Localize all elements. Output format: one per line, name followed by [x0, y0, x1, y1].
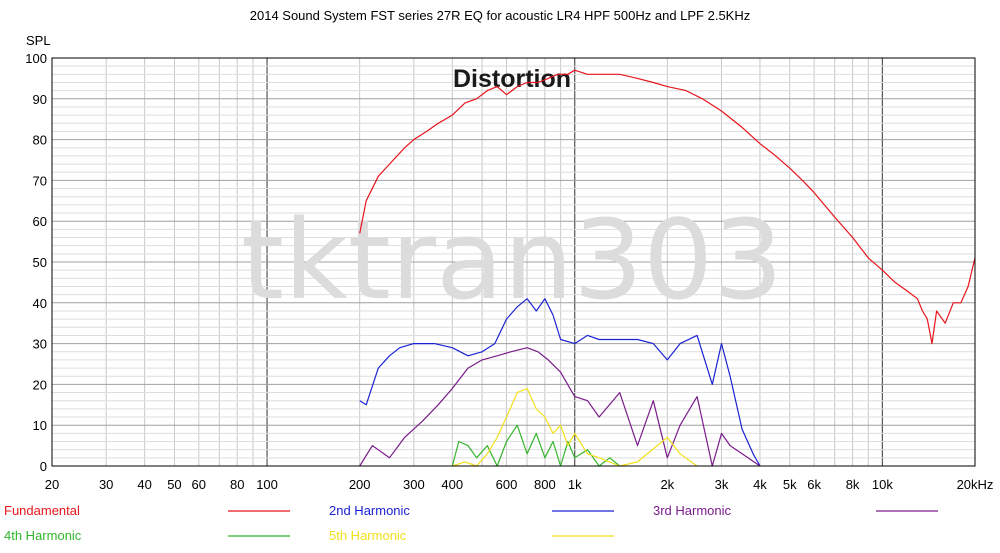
x-tick-label: 600	[496, 477, 518, 492]
grid	[52, 58, 975, 466]
x-tick-label: 400	[441, 477, 463, 492]
x-tick-label: 20kHz	[957, 477, 994, 492]
y-tick-label: 50	[33, 255, 47, 270]
legend-label-5th-harmonic: 5th Harmonic	[329, 528, 407, 543]
series-line-5th-harmonic	[452, 387, 698, 467]
y-tick-label: 0	[40, 459, 47, 474]
x-tick-label: 10k	[872, 477, 893, 492]
y-tick-label: 90	[33, 92, 47, 107]
x-tick-label: 2k	[660, 477, 674, 492]
y-tick-label: 70	[33, 173, 47, 188]
chart-title: 2014 Sound System FST series 27R EQ for …	[250, 8, 751, 23]
y-tick-label: 20	[33, 377, 47, 392]
chart-heading: Distortion	[453, 65, 571, 93]
x-tick-label: 3k	[715, 477, 729, 492]
legend-label-fundamental: Fundamental	[4, 503, 80, 518]
x-tick-label: 80	[230, 477, 244, 492]
x-tick-label: 6k	[807, 477, 821, 492]
x-tick-label: 100	[256, 477, 278, 492]
y-tick-label: 10	[33, 418, 47, 433]
x-tick-label: 5k	[783, 477, 797, 492]
x-tick-label: 1k	[568, 477, 582, 492]
series-layer	[359, 69, 976, 467]
x-tick-label: 50	[167, 477, 181, 492]
series-line-fundamental	[359, 69, 976, 345]
legend: Fundamental 2nd Harmonic 3rd Harmonic 4th H…	[4, 503, 938, 543]
x-tick-label: 8k	[846, 477, 860, 492]
y-tick-label: 40	[33, 296, 47, 311]
legend-label-3rd-harmonic: 3rd Harmonic	[653, 503, 732, 518]
x-tick-label: 40	[137, 477, 151, 492]
x-tick-label: 200	[349, 477, 371, 492]
watermark-text: tktran303	[241, 196, 783, 324]
series-line-2nd-harmonic	[359, 298, 761, 467]
x-tick-label: 30	[99, 477, 113, 492]
x-tick-label: 4k	[753, 477, 767, 492]
x-tick-label: 300	[403, 477, 425, 492]
x-tick-label: 800	[534, 477, 556, 492]
series-line-4th-harmonic	[451, 424, 621, 467]
plot-frame	[51, 57, 976, 467]
legend-label-2nd-harmonic: 2nd Harmonic	[329, 503, 410, 518]
y-tick-label: 80	[33, 133, 47, 148]
series-line-3rd-harmonic	[359, 347, 761, 467]
y-axis-label: SPL	[26, 33, 51, 48]
legend-label-4th-harmonic: 4th Harmonic	[4, 528, 82, 543]
axis-ticks: 20 30 40 50 60 80 100 200 300 400 600 800 1k 2k 3k 4k 5k…	[25, 51, 993, 492]
y-tick-label: 60	[33, 214, 47, 229]
x-tick-label: 20	[45, 477, 59, 492]
x-tick-label: 60	[192, 477, 206, 492]
y-tick-label: 100	[25, 51, 47, 66]
y-tick-label: 30	[33, 337, 47, 352]
